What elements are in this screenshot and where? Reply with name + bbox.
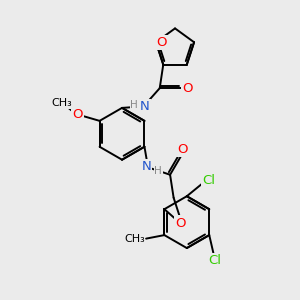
Text: H: H xyxy=(154,166,162,176)
Text: O: O xyxy=(175,217,185,230)
Text: Cl: Cl xyxy=(208,254,222,267)
Text: N: N xyxy=(142,160,152,173)
Text: CH₃: CH₃ xyxy=(52,98,73,108)
Text: O: O xyxy=(156,36,166,49)
Text: O: O xyxy=(73,108,83,121)
Text: H: H xyxy=(130,100,138,110)
Text: O: O xyxy=(178,142,188,156)
Text: O: O xyxy=(182,82,193,95)
Text: N: N xyxy=(140,100,150,113)
Text: CH₃: CH₃ xyxy=(124,234,145,244)
Text: Cl: Cl xyxy=(202,174,215,187)
